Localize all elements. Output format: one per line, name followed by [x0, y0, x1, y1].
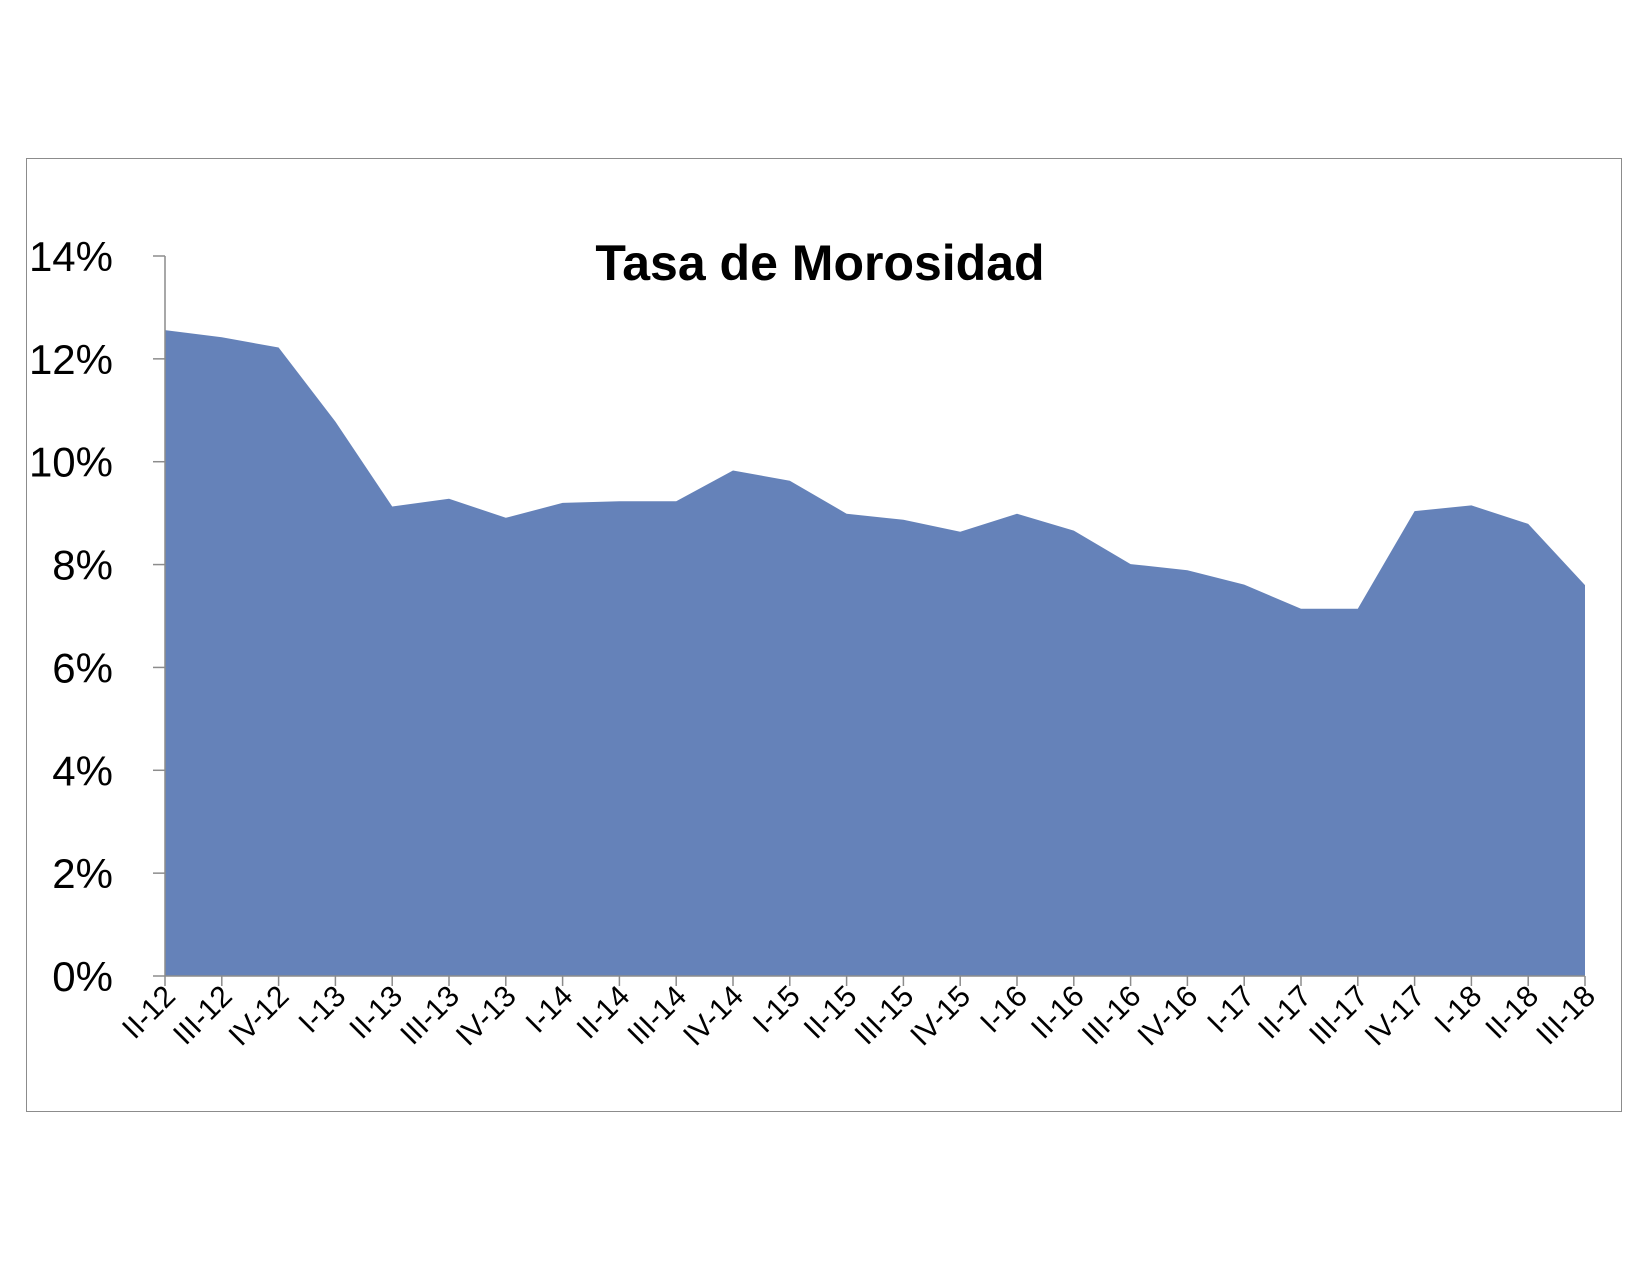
x-tick-label: I-15	[747, 980, 807, 1040]
y-tick-label: 4%	[52, 747, 113, 794]
y-tick-label: 6%	[52, 644, 113, 691]
x-tick-label: II-16	[1025, 980, 1091, 1046]
x-tick-label: III-12	[167, 980, 239, 1052]
x-tick-label: IV-14	[677, 980, 750, 1053]
x-tick-label: III-16	[1076, 980, 1148, 1052]
chart-title: Tasa de Morosidad	[595, 235, 1044, 291]
x-tick-label: I-14	[520, 980, 580, 1040]
y-tick-label: 8%	[52, 542, 113, 589]
chart-frame	[26, 158, 1622, 1112]
x-tick-label: III-17	[1303, 980, 1375, 1052]
x-tick-label: III-13	[394, 980, 466, 1052]
x-tick-label: IV-13	[450, 980, 523, 1053]
x-tick-label: II-14	[571, 980, 637, 1046]
x-tick-label: II-12	[116, 980, 182, 1046]
x-tick-label: III-14	[621, 980, 693, 1052]
x-tick-label: I-16	[974, 980, 1034, 1040]
x-tick-label: IV-15	[904, 980, 977, 1053]
x-tick-label: I-18	[1428, 980, 1488, 1040]
x-tick-label: I-17	[1201, 980, 1261, 1040]
x-tick-label: II-18	[1479, 980, 1545, 1046]
x-tick-label: II-17	[1252, 980, 1318, 1046]
y-tick-label: 0%	[52, 953, 113, 1000]
x-tick-label: IV-12	[223, 980, 296, 1053]
y-tick-label: 14%	[29, 233, 113, 280]
plot-area: 0%2%4%6%8%10%12%14%II-12III-12IV-12I-13I…	[29, 233, 1602, 1052]
x-tick-label: II-13	[343, 980, 409, 1046]
y-tick-label: 10%	[29, 439, 113, 486]
x-tick-label: IV-17	[1359, 980, 1432, 1053]
area-series	[165, 330, 1585, 977]
x-tick-label: III-15	[849, 980, 921, 1052]
x-tick-label: IV-16	[1131, 980, 1204, 1053]
y-tick-label: 12%	[29, 336, 113, 383]
x-tick-label: III-18	[1530, 980, 1602, 1052]
x-tick-label: I-13	[292, 980, 352, 1040]
y-tick-label: 2%	[52, 850, 113, 897]
x-tick-label: II-15	[798, 980, 864, 1046]
